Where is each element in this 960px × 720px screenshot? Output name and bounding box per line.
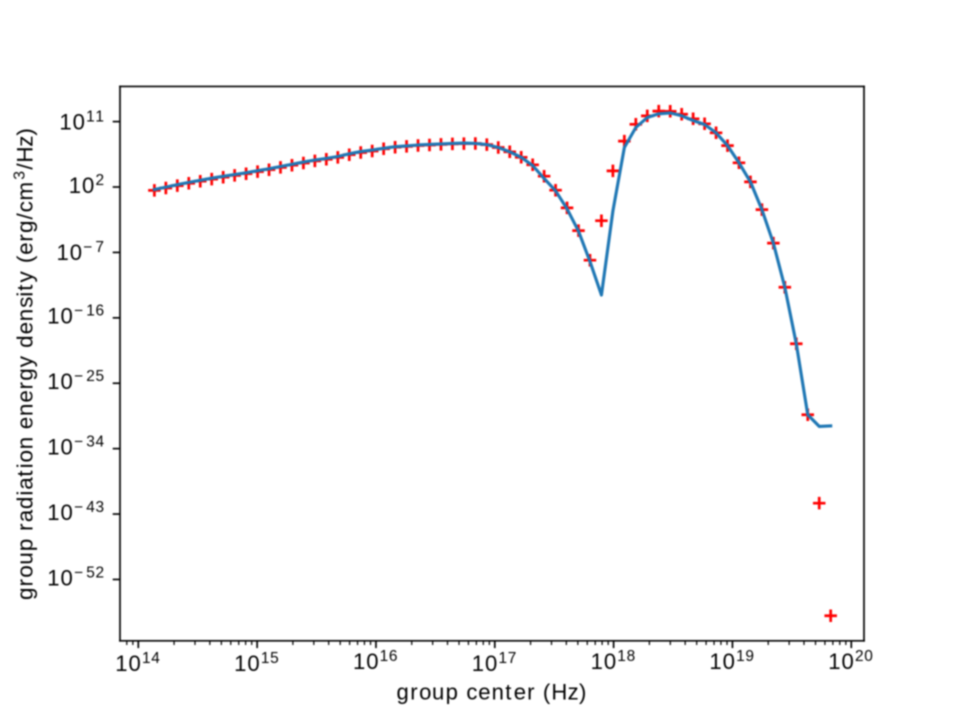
svg-text:1 0 2: 1 0 2 0 bbox=[828, 632, 873, 677]
svg-text:1 0 1: 1 0 1 9 bbox=[709, 632, 754, 677]
svg-text:1 0 1: 1 0 1 4 bbox=[115, 634, 160, 679]
svg-text:1 0 1: 1 0 1 7 bbox=[472, 634, 517, 679]
svg-text:1 0 1: 1 0 1 1 bbox=[59, 92, 104, 137]
svg-text:1 0 1: 1 0 1 5 bbox=[234, 634, 279, 679]
svg-text:g r o u: g r o u p r a d i a t i o n e n e r g y bbox=[4, 120, 41, 600]
svg-text:1 0 2: 1 0 2 bbox=[69, 164, 104, 201]
svg-text:1 0 −: 1 0 − 7 bbox=[56, 223, 104, 268]
svg-text:1 0 1: 1 0 1 6 bbox=[353, 632, 398, 677]
svg-text:1 0 1: 1 0 1 8 bbox=[591, 632, 636, 677]
svg-text:1 0 −: 1 0 − 3 4 bbox=[47, 418, 104, 463]
svg-text:1 0 −: 1 0 − 2 5 bbox=[47, 352, 104, 397]
svg-text:1 0 −: 1 0 − 5 2 bbox=[47, 548, 104, 593]
svg-text:1 0 −: 1 0 − 4 3 bbox=[47, 483, 104, 528]
svg-text:1 0 −: 1 0 − 1 6 bbox=[47, 287, 104, 332]
